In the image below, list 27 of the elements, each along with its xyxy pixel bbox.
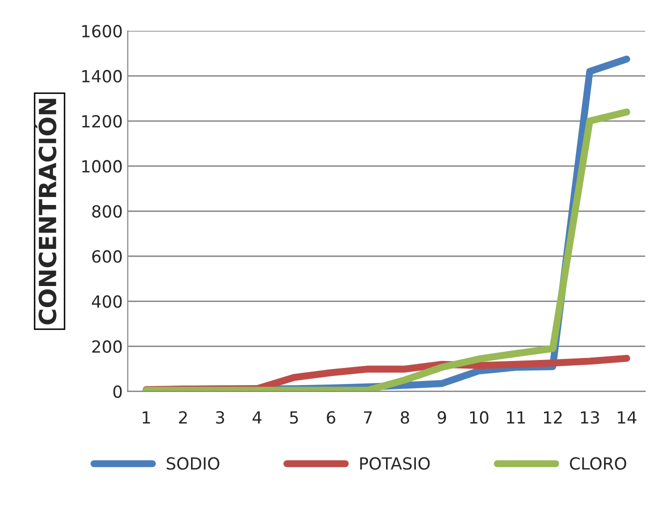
x-tick-label: 1 xyxy=(142,411,150,424)
x-tick-label: 13 xyxy=(580,411,599,424)
x-tick-label: 11 xyxy=(507,411,525,424)
x-tick-label: 5 xyxy=(290,411,298,424)
x-tick-label: 3 xyxy=(216,411,224,424)
y-tick-label: 400 xyxy=(92,295,122,308)
legend-label: SODIO xyxy=(166,457,220,470)
y-tick-label: 800 xyxy=(92,205,122,218)
y-tick-label: 1200 xyxy=(82,114,122,128)
x-tick-label: 4 xyxy=(252,411,262,424)
x-tick-label: 12 xyxy=(544,411,562,424)
y-axis-title: CONCENTRACIÓN xyxy=(34,98,56,324)
x-tick-label: 10 xyxy=(470,411,488,424)
x-tick-label: 2 xyxy=(179,411,187,424)
x-tick-label: 14 xyxy=(618,411,636,424)
y-tick-label: 1000 xyxy=(82,160,122,173)
x-tick-label: 6 xyxy=(326,411,336,424)
x-tick-label: 9 xyxy=(438,411,446,424)
y-tick-label: 1600 xyxy=(82,24,122,38)
x-tick-label: 7 xyxy=(364,411,372,424)
legend-label: POTASIO xyxy=(360,457,430,470)
y-tick-label: 0 xyxy=(113,385,122,398)
y-tick-label: 200 xyxy=(92,340,122,353)
legend-label: CLORO xyxy=(570,457,626,470)
y-tick-label: 600 xyxy=(92,250,122,263)
x-tick-label: 8 xyxy=(400,411,410,424)
y-tick-label: 1400 xyxy=(82,70,122,83)
